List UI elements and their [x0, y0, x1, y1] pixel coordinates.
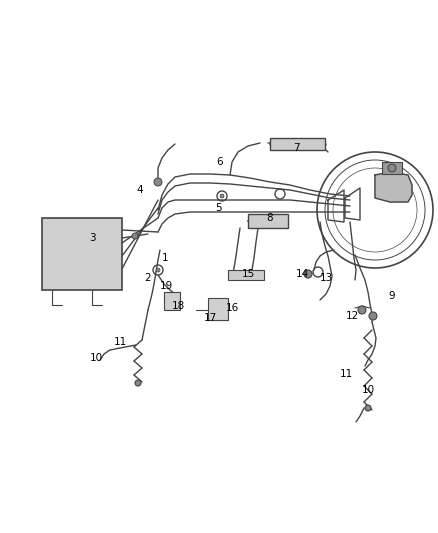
- Text: 11: 11: [339, 369, 353, 379]
- Text: 5: 5: [215, 203, 221, 213]
- Text: 9: 9: [389, 291, 396, 301]
- Text: 13: 13: [319, 273, 332, 283]
- Circle shape: [304, 270, 312, 278]
- Circle shape: [154, 178, 162, 186]
- Circle shape: [365, 405, 371, 411]
- Text: 6: 6: [217, 157, 223, 167]
- Text: 1: 1: [162, 253, 168, 263]
- Text: 12: 12: [346, 311, 359, 321]
- Bar: [248, 214, 288, 228]
- Circle shape: [358, 306, 366, 314]
- Bar: [382, 162, 402, 174]
- Bar: [208, 298, 228, 320]
- Text: 15: 15: [241, 269, 254, 279]
- Circle shape: [132, 233, 138, 239]
- Bar: [270, 138, 325, 150]
- Circle shape: [135, 380, 141, 386]
- Text: 14: 14: [295, 269, 309, 279]
- Bar: [42, 218, 122, 290]
- Text: 17: 17: [203, 313, 217, 323]
- Bar: [164, 292, 180, 310]
- Text: 2: 2: [145, 273, 151, 283]
- Text: 10: 10: [361, 385, 374, 395]
- Text: 4: 4: [137, 185, 143, 195]
- Circle shape: [388, 164, 396, 172]
- Circle shape: [220, 194, 224, 198]
- Text: 3: 3: [88, 233, 95, 243]
- Text: 19: 19: [159, 281, 173, 291]
- Text: 8: 8: [267, 213, 273, 223]
- Text: 10: 10: [89, 353, 102, 363]
- Polygon shape: [375, 172, 412, 202]
- Text: 18: 18: [171, 301, 185, 311]
- Text: 11: 11: [113, 337, 127, 347]
- Bar: [228, 270, 264, 280]
- Text: 7: 7: [293, 143, 299, 153]
- Circle shape: [369, 312, 377, 320]
- Circle shape: [156, 268, 160, 272]
- Text: 16: 16: [226, 303, 239, 313]
